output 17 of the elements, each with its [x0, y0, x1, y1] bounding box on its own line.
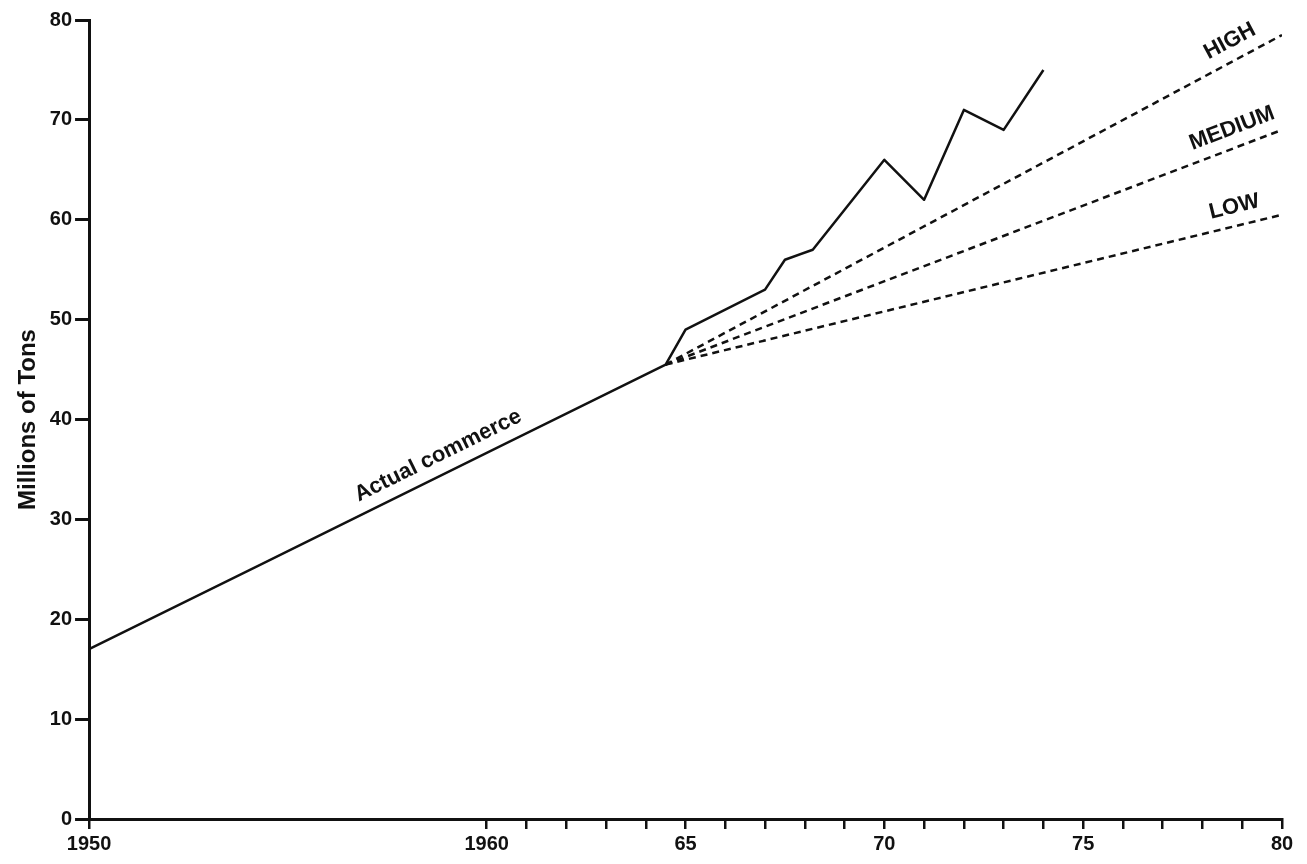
x-tick-label: 70 — [873, 831, 896, 854]
y-tick-label: 60 — [49, 207, 73, 230]
text: LOW — [1206, 187, 1263, 224]
y-tick-label: 10 — [49, 706, 73, 729]
y-tick-label: 30 — [49, 506, 73, 529]
y-tick-label: 80 — [49, 7, 73, 30]
y-tick-label: 20 — [49, 606, 73, 629]
x-tick-label: 1960 — [464, 831, 509, 854]
x-tick-label: 65 — [674, 831, 697, 854]
x-tick-label: 1950 — [66, 831, 112, 854]
x-tick-label: 80 — [1270, 831, 1294, 854]
y-tick-label: 70 — [49, 107, 73, 130]
y-axis-title: Millions of Tons — [13, 329, 41, 510]
y-tick-label: 0 — [60, 806, 73, 829]
x-tick-label: 75 — [1072, 831, 1095, 854]
y-tick-label: 50 — [49, 307, 73, 330]
y-tick-label: 40 — [49, 407, 73, 430]
